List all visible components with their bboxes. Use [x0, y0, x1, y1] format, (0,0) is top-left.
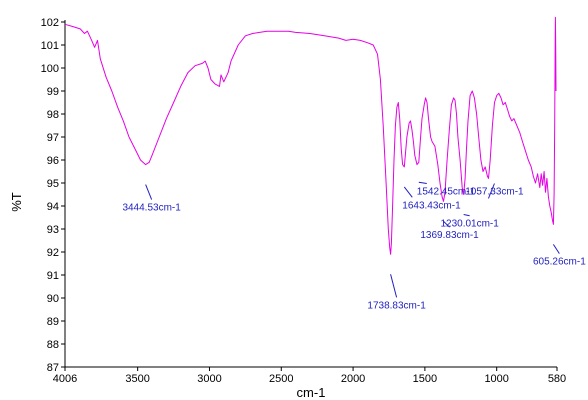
spectrum-series-line — [64, 16, 557, 255]
y-tick-label: 92 — [47, 247, 59, 259]
y-tick-label: 101 — [41, 40, 59, 52]
peak-label: 3444.53cm-1 — [122, 203, 181, 214]
peak-label: 1369.83cm-1 — [420, 230, 479, 241]
y-tick-label: 93 — [47, 224, 59, 236]
peak-label: 1230.01cm-1 — [440, 219, 499, 230]
y-tick-label: 90 — [47, 293, 59, 305]
peak-label: 1738.83cm-1 — [367, 300, 426, 311]
y-tick-label: 102 — [41, 17, 59, 29]
peak-leader-line — [443, 221, 450, 228]
x-tick-label: 2000 — [341, 373, 365, 385]
peak-annotation: 605.26cm-1 — [533, 244, 586, 268]
peak-leader-line — [463, 214, 470, 217]
axes — [64, 20, 557, 368]
tick-marks: 87 88 89 90 91 92 93 94 95 96 97 98 99 100 101 102 4006 3… — [41, 17, 567, 385]
x-tick-label: 580 — [548, 373, 566, 385]
y-tick-label: 97 — [47, 132, 59, 144]
x-tick-label: 4006 — [53, 373, 77, 385]
peak-annotations: 3444.53cm-1 1738.83cm-1 1643.43cm-1 1542.45… — [122, 181, 586, 311]
peak-annotation: 1057.33cm-1 — [465, 183, 524, 199]
peak-label: 1057.33cm-1 — [465, 187, 524, 198]
peak-annotation: 1738.83cm-1 — [367, 274, 426, 311]
x-tick-label: 3000 — [197, 373, 221, 385]
y-tick-label: 88 — [47, 339, 59, 351]
peak-label: 1643.43cm-1 — [402, 200, 461, 211]
peak-annotation: 1230.01cm-1 — [440, 214, 499, 230]
y-tick-label: 98 — [47, 109, 59, 121]
peak-label: 1542.45cm-1 — [417, 187, 476, 198]
x-tick-label: 1500 — [413, 373, 437, 385]
y-axis-title: %T — [9, 192, 24, 212]
peak-annotation: 1643.43cm-1 — [402, 186, 461, 211]
peak-label: 605.26cm-1 — [533, 257, 586, 268]
peak-leader-line — [390, 274, 398, 298]
y-tick-label: 87 — [47, 362, 59, 374]
x-tick-label: 3500 — [125, 373, 149, 385]
peak-leader-line — [145, 184, 153, 200]
peak-annotation: 1369.83cm-1 — [420, 221, 479, 241]
series-layer — [64, 16, 557, 255]
y-tick-label: 91 — [47, 270, 59, 282]
x-tick-label: 1000 — [484, 373, 508, 385]
y-tick-label: 95 — [47, 178, 59, 190]
peak-leader-line — [552, 244, 560, 254]
y-tick-label: 89 — [47, 316, 59, 328]
y-tick-label: 100 — [41, 63, 59, 75]
y-tick-label: 94 — [47, 201, 59, 213]
peak-annotation: 3444.53cm-1 — [122, 184, 181, 214]
x-axis-title: cm-1 — [297, 385, 326, 400]
peak-leader-line — [418, 181, 427, 184]
peak-annotation: 1542.45cm-1 — [417, 181, 476, 198]
peak-leader-line — [403, 186, 413, 198]
y-tick-label: 96 — [47, 155, 59, 167]
y-tick-label: 99 — [47, 86, 59, 98]
peak-leader-line — [487, 183, 495, 199]
x-tick-label: 2500 — [269, 373, 293, 385]
